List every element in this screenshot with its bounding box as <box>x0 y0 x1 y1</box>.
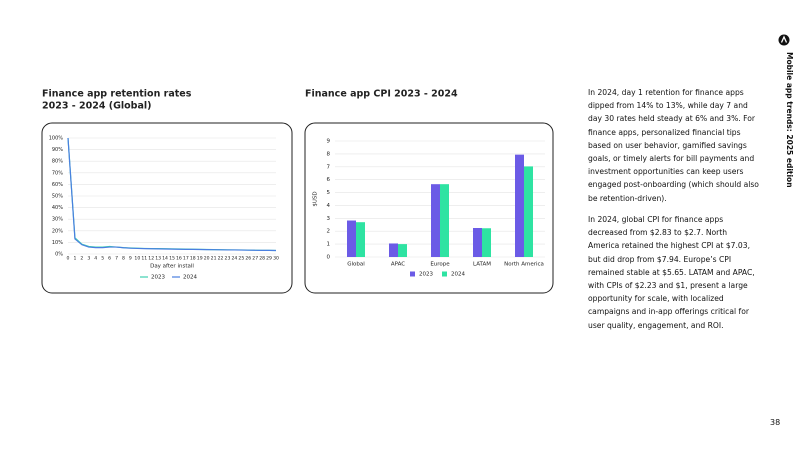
y-tick-label: 0 <box>327 255 331 261</box>
legend-marker <box>442 271 447 277</box>
y-tick-label: 3 <box>327 216 331 222</box>
x-tick-label: 18 <box>190 256 196 262</box>
y-tick-label: 20% <box>52 228 63 234</box>
bar <box>347 220 356 257</box>
x-tick-label: 0 <box>67 256 70 262</box>
x-tick-label: 26 <box>245 256 251 262</box>
legend-label: 2024 <box>451 272 465 278</box>
x-tick-label: 7 <box>115 256 118 262</box>
logo <box>778 34 790 46</box>
x-tick-label: 15 <box>169 256 175 262</box>
chart-card <box>304 122 554 294</box>
x-tick-label: 5 <box>101 256 104 262</box>
x-tick-label: APAC <box>391 262 405 268</box>
y-tick-label: 7 <box>327 164 331 170</box>
x-tick-label: 23 <box>225 256 231 262</box>
bar <box>389 243 398 257</box>
x-tick-label: Global <box>347 262 365 268</box>
legend-label: 2023 <box>151 275 165 281</box>
bar <box>431 184 440 257</box>
x-tick-label: 19 <box>197 256 203 262</box>
x-tick-label: 8 <box>122 256 125 262</box>
bar <box>356 222 365 257</box>
y-tick-label: 0% <box>55 252 63 258</box>
y-tick-label: 1 <box>327 242 331 248</box>
x-tick-label: 17 <box>183 256 189 262</box>
page-number: 38 <box>770 418 781 427</box>
chart-title: Finance app CPI 2023 - 2024 <box>305 89 458 100</box>
x-tick-label: 29 <box>266 256 272 262</box>
y-tick-label: 80% <box>52 159 63 165</box>
legend-label: 2023 <box>419 272 433 278</box>
x-tick-label: 14 <box>162 256 168 262</box>
x-tick-label: 25 <box>238 256 244 262</box>
chart-title: Finance app retention rates <box>42 89 192 100</box>
bar <box>473 228 482 257</box>
y-tick-label: 4 <box>327 203 331 209</box>
y-tick-label: 8 <box>327 151 331 157</box>
y-tick-label: 100% <box>49 136 64 142</box>
bar <box>482 228 491 257</box>
x-tick-label: North America <box>504 262 544 268</box>
paragraph: In 2024, day 1 retention for finance app… <box>588 88 759 203</box>
y-tick-label: 5 <box>327 190 331 196</box>
logo-glyph <box>780 35 788 43</box>
x-tick-label: 12 <box>148 256 154 262</box>
y-axis-label: $USD <box>313 191 319 206</box>
x-tick-label: 16 <box>176 256 182 262</box>
x-tick-label: 22 <box>218 256 224 262</box>
bar <box>398 244 407 257</box>
chart-card <box>41 122 293 294</box>
y-tick-label: 6 <box>327 177 331 183</box>
y-tick-label: 10% <box>52 240 63 246</box>
side-title: Mobile app trends: 2025 edition <box>785 52 794 188</box>
x-tick-label: 10 <box>134 256 140 262</box>
x-axis-label: Day after install <box>150 264 194 270</box>
y-tick-label: 70% <box>52 170 63 176</box>
x-tick-label: 4 <box>94 256 97 262</box>
bar <box>440 184 449 257</box>
y-tick-label: 30% <box>52 217 63 223</box>
chart-subtitle: 2023 - 2024 (Global) <box>42 101 151 112</box>
x-tick-label: 1 <box>73 256 76 262</box>
x-tick-label: 27 <box>252 256 258 262</box>
x-tick-label: 13 <box>155 256 161 262</box>
y-tick-label: 2 <box>327 229 331 235</box>
bar <box>524 166 533 257</box>
y-tick-label: 90% <box>52 147 63 153</box>
y-tick-label: 9 <box>327 139 331 145</box>
y-tick-label: 40% <box>52 205 63 211</box>
legend-marker <box>410 271 415 277</box>
line-series <box>67 137 277 252</box>
x-tick-label: LATAM <box>473 262 491 268</box>
legend-label: 2024 <box>183 275 197 281</box>
x-tick-label: 30 <box>273 256 279 262</box>
line-series <box>67 137 277 252</box>
paragraph: In 2024, global CPI for finance apps dec… <box>588 215 755 330</box>
x-tick-label: 21 <box>211 256 217 262</box>
x-tick-label: 24 <box>231 256 237 262</box>
x-tick-label: 3 <box>87 256 90 262</box>
x-tick-label: Europe <box>430 262 450 268</box>
x-tick-label: 20 <box>204 256 210 262</box>
x-tick-label: 9 <box>129 256 132 262</box>
y-tick-label: 50% <box>52 194 63 200</box>
x-tick-label: 11 <box>141 256 147 262</box>
y-tick-label: 60% <box>52 182 63 188</box>
bar <box>515 154 524 257</box>
x-tick-label: 2 <box>80 256 83 262</box>
x-tick-label: 6 <box>108 256 111 262</box>
x-tick-label: 28 <box>259 256 265 262</box>
